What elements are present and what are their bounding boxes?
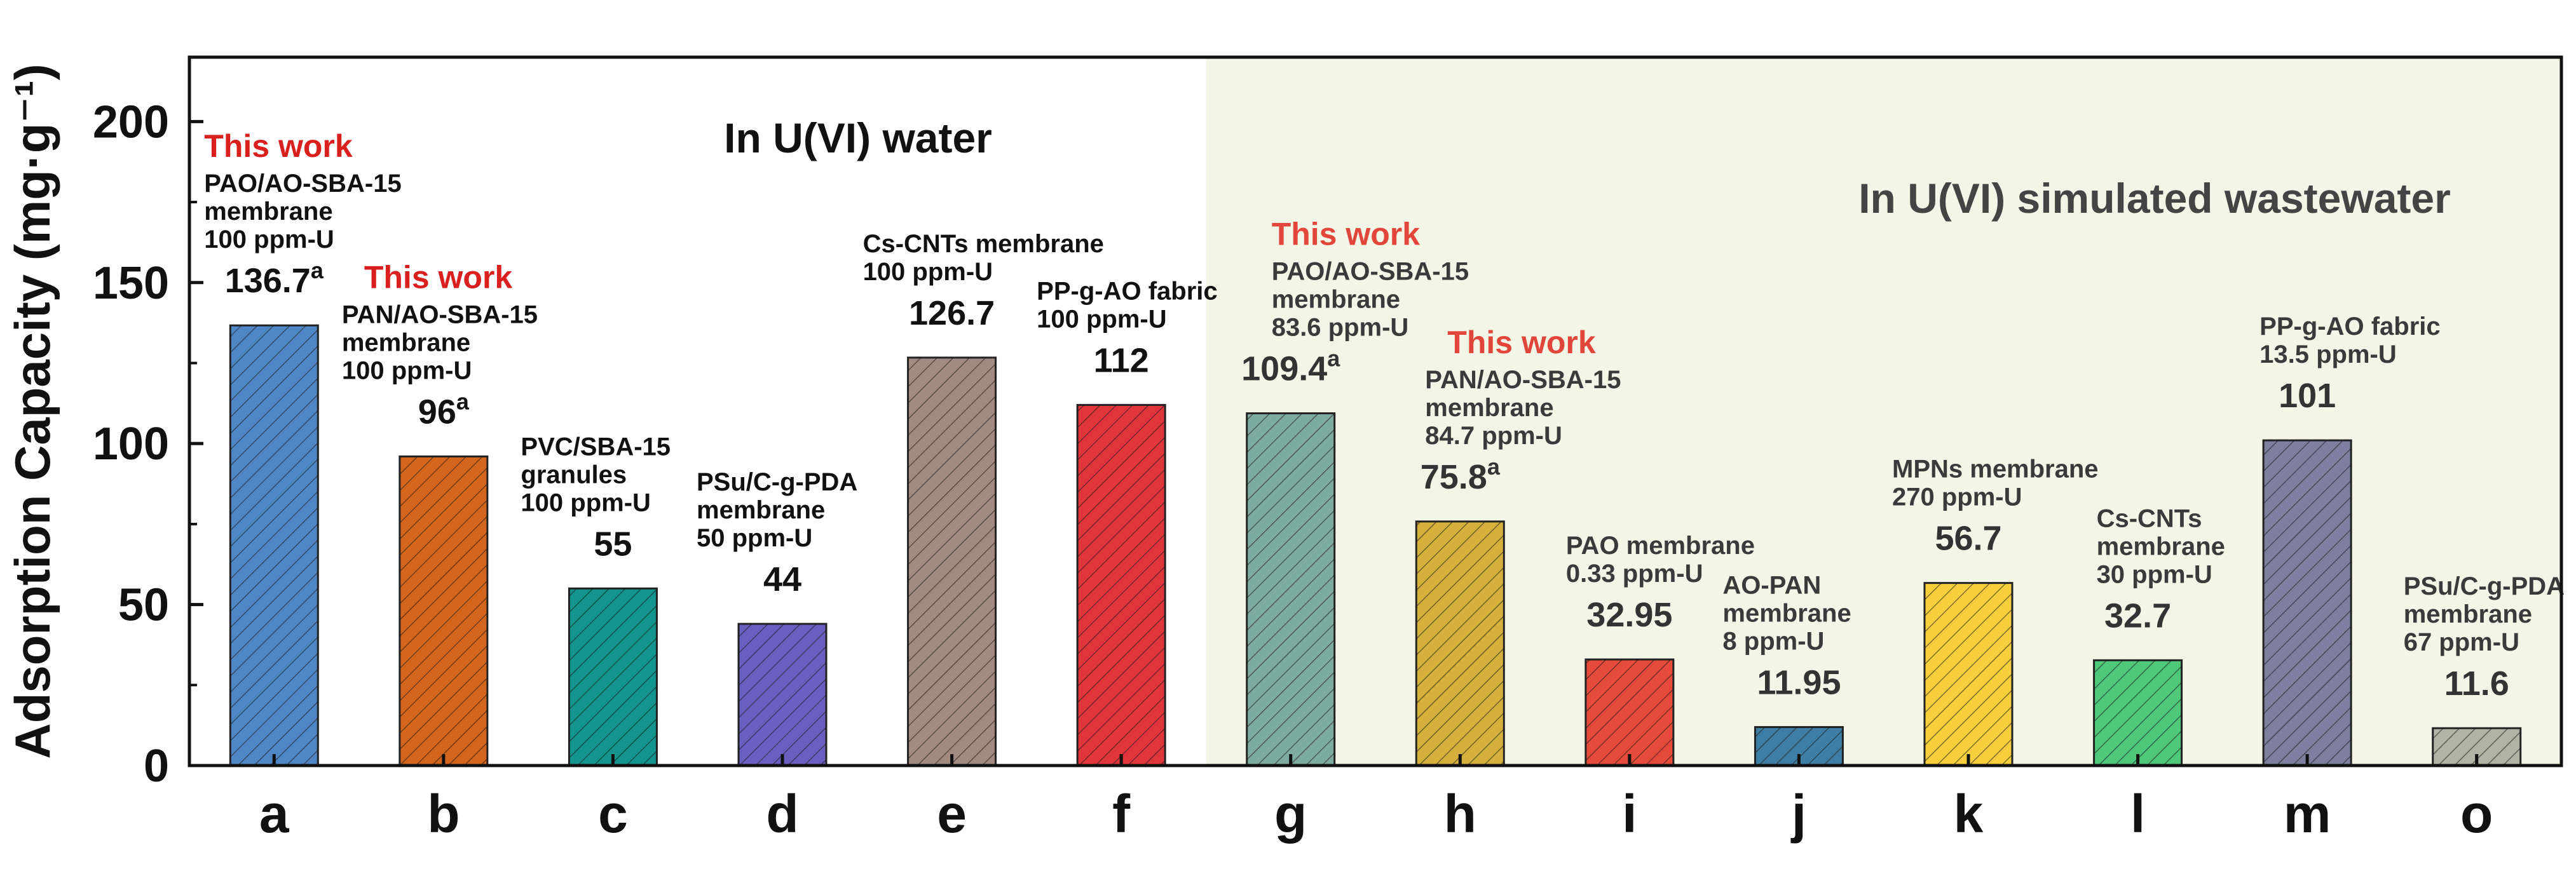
- chart-marks: In U(VI) water In U(VI) simulated wastewa…: [93, 97, 2565, 844]
- y-tick-label: 150: [93, 258, 169, 309]
- value-label-k: 56.7: [1935, 520, 2001, 558]
- category-label-h: h: [1444, 784, 1476, 844]
- category-label-g: g: [1274, 784, 1307, 844]
- this-work-label-a: This work: [204, 128, 353, 164]
- bar-hatch-e: [908, 357, 996, 766]
- value-label-l: 32.7: [2104, 597, 2171, 635]
- category-label-c: c: [598, 784, 628, 844]
- y-tick-label: 100: [93, 419, 169, 469]
- bar-group-f: 112 PP-g-AO fabric 100 ppm-U f: [1037, 277, 1217, 844]
- y-axis-label: Adsorption Capacity (mg·g⁻¹): [4, 64, 60, 759]
- value-label-j: 11.95: [1757, 663, 1841, 701]
- y-tick-label: 50: [118, 580, 169, 631]
- description-o: PSu/C-g-PDA membrane 67 ppm-U: [2404, 572, 2565, 656]
- value-label-f: 112: [1094, 341, 1149, 379]
- category-label-d: d: [766, 784, 798, 844]
- description-f: PP-g-AO fabric 100 ppm-U: [1037, 277, 1217, 333]
- description-k: MPNs membrane 270 ppm-U: [1892, 456, 2099, 511]
- category-label-e: e: [937, 784, 967, 844]
- bar-hatch-f: [1077, 405, 1166, 766]
- bar-hatch-g: [1246, 413, 1335, 766]
- bar-hatch-m: [2263, 440, 2352, 766]
- this-work-label-g: This work: [1272, 217, 1421, 252]
- bar-group-o: 11.6 PSu/C-g-PDA membrane 67 ppm-U o: [2404, 572, 2565, 844]
- bar-group-l: 32.7 Cs-CNTs membrane 30 ppm-U l: [2093, 504, 2225, 844]
- bar-group-d: 44 PSu/C-g-PDA membrane 50 ppm-U d: [697, 468, 857, 844]
- value-label-h: 75.8a: [1421, 454, 1501, 496]
- bar-group-c: 55 PVC/SBA-15 granules 100 ppm-U c: [521, 433, 671, 844]
- value-label-i: 32.95: [1586, 596, 1672, 634]
- bar-hatch-h: [1416, 521, 1504, 766]
- description-m: PP-g-AO fabric 13.5 ppm-U: [2259, 313, 2440, 368]
- description-c: PVC/SBA-15 granules 100 ppm-U: [521, 433, 671, 517]
- value-label-a: 136.7a: [225, 257, 324, 300]
- value-label-e: 126.7: [909, 294, 995, 332]
- bar-hatch-i: [1585, 659, 1673, 766]
- region-label-1: In U(VI) water: [724, 114, 992, 161]
- value-label-g: 109.4a: [1241, 346, 1340, 388]
- description-l: Cs-CNTs membrane 30 ppm-U: [2097, 504, 2225, 588]
- category-label-b: b: [427, 784, 460, 844]
- bar-hatch-b: [399, 456, 487, 766]
- description-h: PAN/AO-SBA-15 membrane 84.7 ppm-U: [1425, 366, 1621, 450]
- value-label-o: 11.6: [2444, 665, 2509, 703]
- bar-group-j: 11.95 AO-PAN membrane 8 ppm-U j: [1722, 571, 1851, 844]
- description-d: PSu/C-g-PDA membrane 50 ppm-U: [697, 468, 857, 552]
- region-label-2: In U(VI) simulated wastewater: [1858, 175, 2451, 222]
- category-label-k: k: [1954, 784, 1984, 844]
- description-e: Cs-CNTs membrane 100 ppm-U: [863, 230, 1104, 286]
- y-tick-label: 0: [144, 741, 169, 792]
- bar-hatch-l: [2094, 660, 2182, 766]
- category-label-f: f: [1112, 784, 1131, 844]
- value-label-b: 96a: [418, 388, 470, 431]
- description-g: PAO/AO-SBA-15 membrane 83.6 ppm-U: [1272, 258, 1469, 342]
- description-b: PAN/AO-SBA-15 membrane 100 ppm-U: [342, 300, 538, 384]
- plot-region-shading: [1206, 57, 2561, 766]
- this-work-label-h: This work: [1447, 325, 1596, 360]
- category-label-l: l: [2130, 784, 2145, 844]
- description-j: AO-PAN membrane 8 ppm-U: [1722, 571, 1851, 655]
- value-label-m: 101: [2279, 377, 2336, 415]
- value-label-c: 55: [594, 525, 632, 563]
- bar-hatch-d: [739, 624, 826, 766]
- category-label-i: i: [1622, 784, 1637, 844]
- bar-hatch-a: [230, 325, 318, 766]
- description-a: PAO/AO-SBA-15 membrane 100 ppm-U: [204, 170, 401, 253]
- this-work-label-b: This work: [364, 259, 513, 295]
- bar-hatch-c: [569, 588, 657, 766]
- category-label-a: a: [259, 784, 290, 844]
- bar-group-e: 126.7 Cs-CNTs membrane 100 ppm-U e: [863, 230, 1104, 844]
- category-label-o: o: [2460, 784, 2493, 844]
- bar-hatch-k: [1925, 583, 2012, 766]
- category-label-j: j: [1790, 784, 1806, 844]
- bar-group-k: 56.7 MPNs membrane 270 ppm-U k: [1892, 456, 2099, 844]
- y-tick-label: 200: [93, 97, 169, 147]
- category-label-m: m: [2284, 784, 2331, 844]
- plot-frame: [187, 55, 2563, 767]
- value-label-d: 44: [763, 560, 801, 598]
- bar-group-i: 32.95 PAO membrane 0.33 ppm-U i: [1566, 532, 1755, 844]
- description-i: PAO membrane 0.33 ppm-U: [1566, 532, 1755, 588]
